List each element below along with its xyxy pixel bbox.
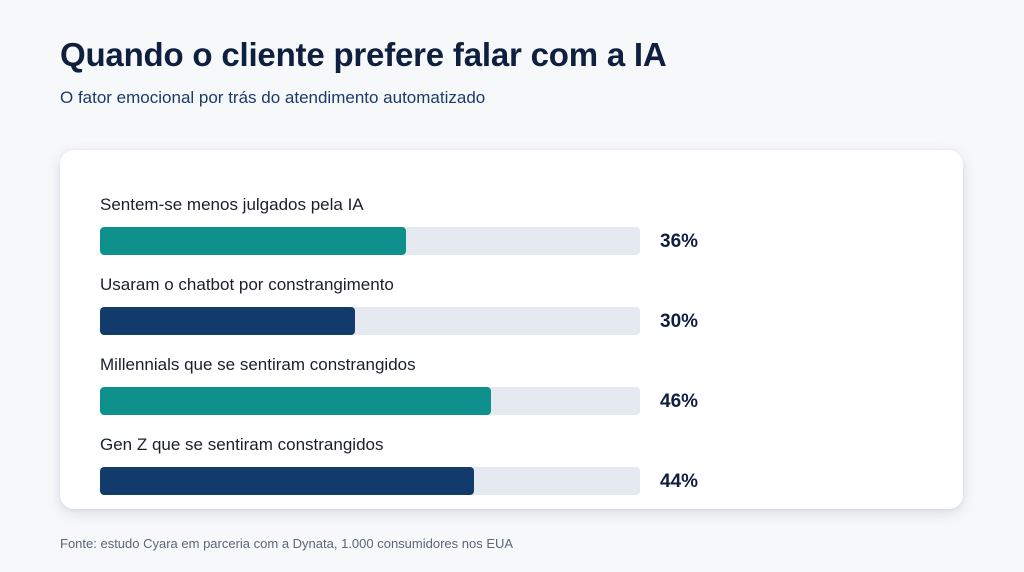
bar-row-1: Sentem-se menos julgados pela IA 36% (100, 194, 920, 258)
bar-label: Sentem-se menos julgados pela IA (100, 195, 364, 214)
bar-row-2: Usaram o chatbot por constrangimento 30% (100, 274, 920, 338)
bar-row-3: Millennials que se sentiram constrangido… (100, 354, 920, 418)
bar (100, 307, 355, 335)
bar-track (100, 467, 640, 495)
data-label: 46% (660, 391, 699, 412)
chart-title: Quando o cliente prefere falar com a IA (60, 36, 667, 73)
chart-subtitle: O fator emocional por trás do atendiment… (60, 88, 486, 107)
bar-label: Millennials que se sentiram constrangido… (100, 355, 416, 374)
bar-label: Usaram o chatbot por constrangimento (100, 275, 394, 294)
bar-label: Gen Z que se sentiram constrangidos (100, 435, 384, 454)
chart-card: Sentem-se menos julgados pela IA 36% Usa… (60, 150, 963, 509)
data-label: 44% (660, 471, 699, 492)
bar-row-4: Gen Z que se sentiram constrangidos 44% (100, 434, 920, 498)
source-note: Fonte: estudo Cyara em parceria com a Dy… (60, 536, 514, 551)
bar-track (100, 227, 640, 255)
bar-track (100, 307, 640, 335)
bar-track (100, 387, 640, 415)
bar (100, 227, 406, 255)
bar (100, 387, 491, 415)
bar (100, 467, 474, 495)
data-label: 30% (660, 311, 699, 332)
data-label: 36% (660, 231, 699, 252)
